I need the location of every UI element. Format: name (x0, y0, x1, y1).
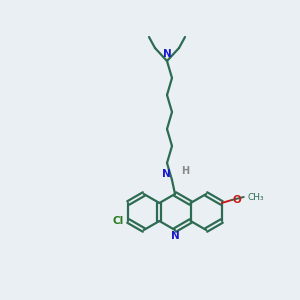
Text: N: N (171, 231, 179, 241)
Text: N: N (163, 49, 171, 59)
Text: H: H (181, 166, 189, 176)
Text: N: N (162, 169, 171, 179)
Text: Cl: Cl (113, 216, 124, 226)
Text: CH₃: CH₃ (248, 193, 264, 202)
Text: O: O (233, 195, 242, 205)
